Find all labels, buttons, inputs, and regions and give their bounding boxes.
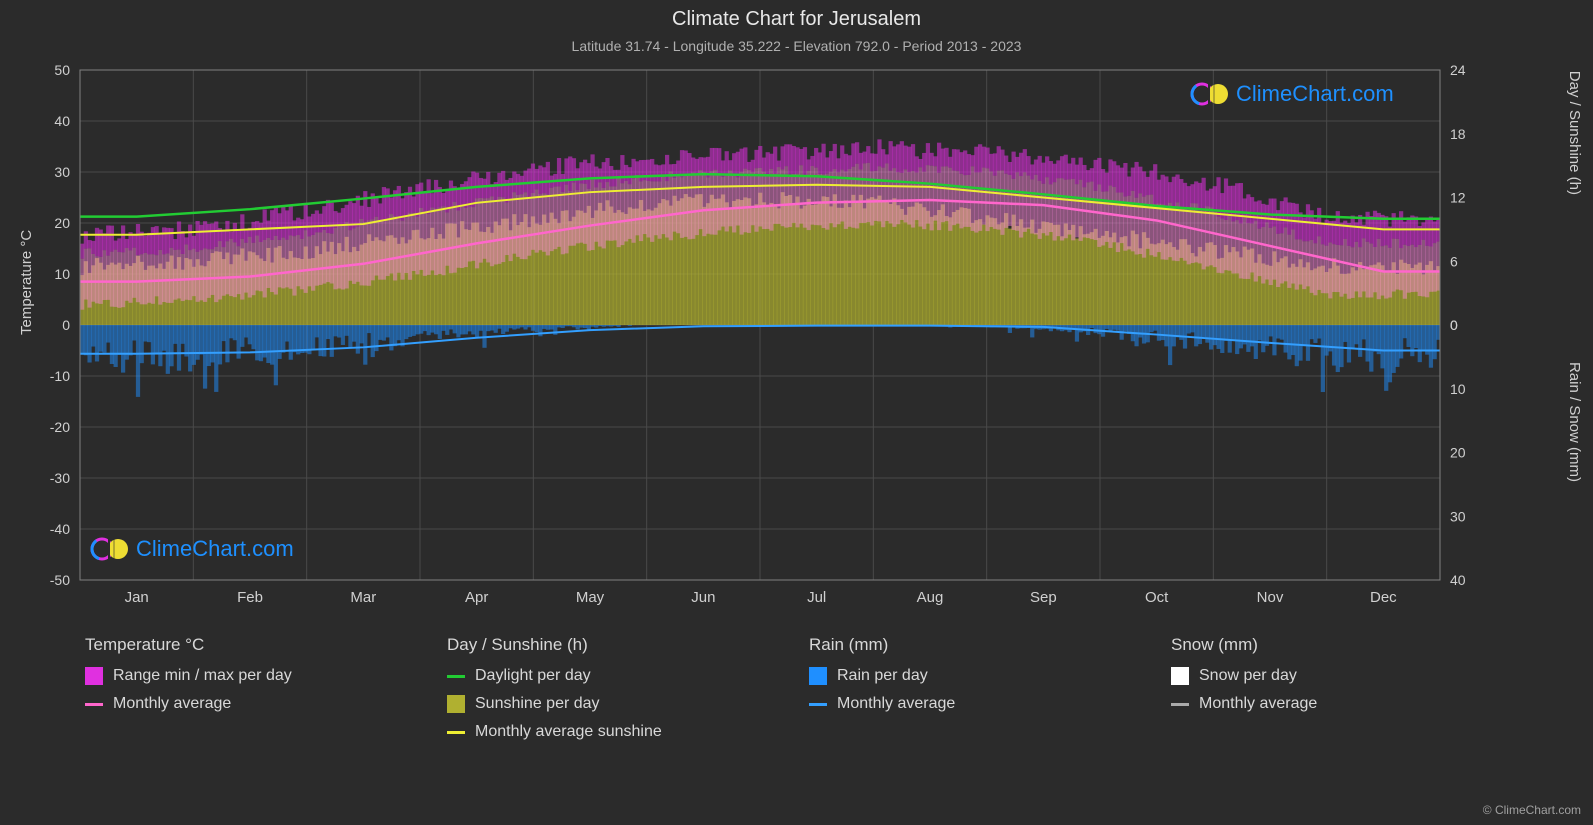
svg-text:10: 10 <box>1450 381 1466 397</box>
legend-label: Daylight per day <box>475 667 591 685</box>
svg-text:0: 0 <box>1450 317 1458 333</box>
copyright: © ClimeChart.com <box>1483 803 1581 817</box>
legend-item: Monthly average <box>1171 695 1533 713</box>
legend-item: Monthly average <box>809 695 1171 713</box>
svg-text:Sep: Sep <box>1030 589 1057 606</box>
legend-swatch <box>85 703 103 706</box>
svg-text:12: 12 <box>1450 190 1466 206</box>
legend-item: Rain per day <box>809 667 1171 685</box>
logo-text: ClimeChart.com <box>136 536 294 562</box>
climate-chart-container: Climate Chart for Jerusalem Latitude 31.… <box>0 0 1593 825</box>
legend-swatch <box>809 703 827 706</box>
legend-column: Temperature °C Range min / max per day Mon… <box>85 635 447 741</box>
logo-top: ClimeChart.com <box>1190 80 1394 108</box>
svg-text:24: 24 <box>1450 62 1466 78</box>
legend-column: Snow (mm) Snow per day Monthly average <box>1171 635 1533 741</box>
legend-item: Daylight per day <box>447 667 809 685</box>
legend-label: Monthly average <box>1199 695 1317 713</box>
svg-text:Dec: Dec <box>1370 589 1397 606</box>
legend-swatch <box>85 667 103 685</box>
svg-text:30: 30 <box>1450 508 1466 524</box>
legend-swatch <box>447 675 465 678</box>
svg-text:Jun: Jun <box>691 589 715 606</box>
legend-item: Sunshine per day <box>447 695 809 713</box>
svg-text:-20: -20 <box>50 419 70 435</box>
legend-label: Range min / max per day <box>113 667 292 685</box>
svg-text:6: 6 <box>1450 253 1458 269</box>
svg-text:May: May <box>576 589 605 606</box>
legend-item: Range min / max per day <box>85 667 447 685</box>
logo-text: ClimeChart.com <box>1236 81 1394 107</box>
y-axis-left-label: Temperature °C <box>18 230 35 335</box>
svg-text:-40: -40 <box>50 521 70 537</box>
legend-header: Snow (mm) <box>1171 635 1533 655</box>
svg-text:Jul: Jul <box>807 589 826 606</box>
legend-label: Sunshine per day <box>475 695 600 713</box>
legend-swatch <box>1171 667 1189 685</box>
legend-label: Monthly average <box>837 695 955 713</box>
svg-text:18: 18 <box>1450 126 1466 142</box>
svg-text:Oct: Oct <box>1145 589 1169 606</box>
svg-text:0: 0 <box>62 317 70 333</box>
legend-item: Monthly average <box>85 695 447 713</box>
legend-header: Rain (mm) <box>809 635 1171 655</box>
y-axis-right-label-top: Day / Sunshine (h) <box>1566 71 1583 195</box>
svg-text:50: 50 <box>54 62 70 78</box>
svg-text:Nov: Nov <box>1257 589 1284 606</box>
legend-column: Rain (mm) Rain per day Monthly average <box>809 635 1171 741</box>
svg-text:-50: -50 <box>50 572 70 588</box>
legend-label: Snow per day <box>1199 667 1297 685</box>
legend-item: Monthly average sunshine <box>447 723 809 741</box>
svg-text:40: 40 <box>1450 572 1466 588</box>
legend: Temperature °C Range min / max per day Mon… <box>85 635 1533 741</box>
svg-text:40: 40 <box>54 113 70 129</box>
svg-text:10: 10 <box>54 266 70 282</box>
svg-text:20: 20 <box>1450 445 1466 461</box>
svg-text:-10: -10 <box>50 368 70 384</box>
logo-icon <box>90 535 130 563</box>
legend-swatch <box>809 667 827 685</box>
legend-swatch <box>1171 703 1189 706</box>
logo-bottom: ClimeChart.com <box>90 535 294 563</box>
svg-text:Aug: Aug <box>917 589 944 606</box>
svg-text:Apr: Apr <box>465 589 488 606</box>
legend-label: Monthly average sunshine <box>475 723 662 741</box>
legend-swatch <box>447 695 465 713</box>
legend-label: Rain per day <box>837 667 928 685</box>
svg-text:Jan: Jan <box>125 589 149 606</box>
svg-text:30: 30 <box>54 164 70 180</box>
legend-column: Day / Sunshine (h) Daylight per day Sunshi… <box>447 635 809 741</box>
y-axis-right-label-bottom: Rain / Snow (mm) <box>1566 362 1583 482</box>
svg-text:20: 20 <box>54 215 70 231</box>
legend-item: Snow per day <box>1171 667 1533 685</box>
svg-text:Feb: Feb <box>237 589 263 606</box>
svg-text:Mar: Mar <box>350 589 376 606</box>
svg-text:-30: -30 <box>50 470 70 486</box>
legend-header: Day / Sunshine (h) <box>447 635 809 655</box>
logo-icon <box>1190 80 1230 108</box>
legend-header: Temperature °C <box>85 635 447 655</box>
legend-swatch <box>447 731 465 734</box>
legend-label: Monthly average <box>113 695 231 713</box>
